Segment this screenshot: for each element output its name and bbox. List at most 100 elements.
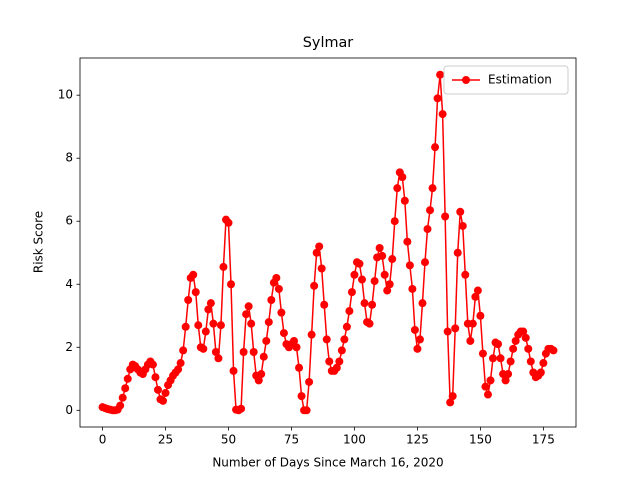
data-point <box>390 217 399 226</box>
x-tick-label: 100 <box>343 433 366 447</box>
data-point <box>536 368 545 377</box>
data-point <box>342 322 351 331</box>
data-point <box>393 184 402 193</box>
data-point <box>181 322 190 331</box>
data-point <box>307 330 316 339</box>
y-tick-label: 4 <box>65 277 73 291</box>
data-point <box>123 374 132 383</box>
data-point <box>337 346 346 355</box>
data-point <box>458 221 467 230</box>
y-tick-label: 2 <box>65 340 73 354</box>
data-point <box>443 327 452 336</box>
data-point <box>317 264 326 273</box>
data-point <box>277 308 286 317</box>
data-point <box>237 404 246 413</box>
plot-frame <box>79 57 577 428</box>
data-point <box>521 333 530 342</box>
data-point <box>418 299 427 308</box>
data-point <box>385 280 394 289</box>
data-point <box>370 277 379 286</box>
data-point <box>405 261 414 270</box>
data-point <box>201 327 210 336</box>
data-point <box>468 319 477 328</box>
data-point <box>189 270 198 279</box>
data-point <box>378 251 387 260</box>
data-point <box>262 336 271 345</box>
data-point <box>292 343 301 352</box>
data-point <box>174 365 183 374</box>
data-point <box>247 319 256 328</box>
data-point <box>116 401 125 410</box>
data-point <box>433 94 442 103</box>
data-point <box>191 288 200 297</box>
data-point <box>456 207 465 216</box>
data-point <box>161 388 170 397</box>
x-tick-label: 150 <box>469 433 492 447</box>
data-point <box>526 357 535 366</box>
chart-title: Sylmar <box>303 35 353 51</box>
data-point <box>519 327 528 336</box>
data-point <box>410 325 419 334</box>
data-point <box>335 357 344 366</box>
data-point <box>121 384 130 393</box>
data-point <box>448 392 457 401</box>
data-point <box>436 70 445 79</box>
data-point <box>272 273 281 282</box>
data-point <box>315 242 324 251</box>
data-point <box>176 359 185 368</box>
legend: Estimation <box>443 65 569 95</box>
legend-box <box>443 65 569 95</box>
data-point <box>320 300 329 309</box>
data-point <box>184 296 193 305</box>
data-point <box>194 321 203 330</box>
x-tick-label: 0 <box>99 433 107 447</box>
data-point <box>431 143 440 152</box>
data-point <box>199 344 208 353</box>
data-point <box>332 363 341 372</box>
data-point <box>451 324 460 333</box>
data-point <box>216 321 225 330</box>
y-tick-label: 6 <box>65 214 73 228</box>
data-point <box>267 296 276 305</box>
data-point <box>347 288 356 297</box>
x-tick-label: 125 <box>406 433 429 447</box>
data-point <box>423 225 432 234</box>
data-point <box>179 346 188 355</box>
data-point <box>375 244 384 253</box>
data-point <box>441 212 450 221</box>
y-axis-label: Risk Score <box>32 211 46 273</box>
data-point <box>446 398 455 407</box>
data-point <box>214 354 223 363</box>
data-point <box>148 360 157 369</box>
data-point <box>420 258 429 267</box>
data-point <box>219 262 228 271</box>
data-point <box>211 348 220 357</box>
data-point <box>453 248 462 257</box>
data-point <box>206 299 215 308</box>
data-point <box>506 357 515 366</box>
x-tick-label: 50 <box>221 433 236 447</box>
data-point <box>224 218 233 227</box>
data-point <box>302 406 311 415</box>
data-point <box>350 270 359 279</box>
data-point <box>486 376 495 385</box>
data-point <box>151 373 160 382</box>
data-point <box>471 292 480 301</box>
data-point <box>254 376 263 385</box>
data-point <box>274 284 283 293</box>
data-point <box>496 354 505 363</box>
data-point <box>413 344 422 353</box>
data-point <box>305 377 314 386</box>
data-point <box>368 300 377 309</box>
data-point <box>481 382 490 391</box>
data-point <box>259 352 268 361</box>
data-point <box>494 340 503 349</box>
data-point <box>388 255 397 264</box>
data-point <box>476 311 485 320</box>
data-point <box>380 270 389 279</box>
data-point <box>340 335 349 344</box>
data-point <box>511 336 520 345</box>
data-point <box>383 286 392 295</box>
data-point <box>473 286 482 295</box>
